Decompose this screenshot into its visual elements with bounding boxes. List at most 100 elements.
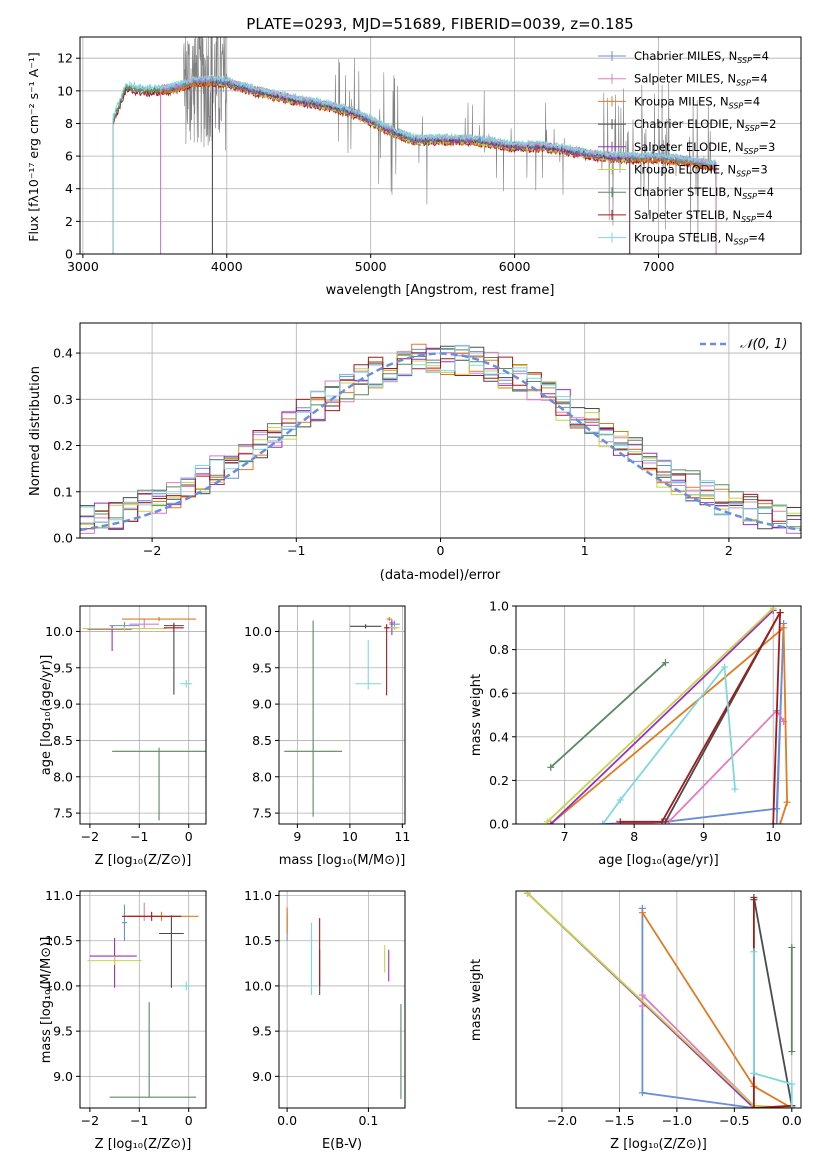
series-kroupa_stelib bbox=[753, 951, 793, 1108]
xlabel-mass_vs_ebv: E(B-V) bbox=[322, 1137, 362, 1152]
x-tick-label: −2.0 bbox=[547, 1113, 577, 1128]
axes-frame bbox=[515, 605, 802, 825]
model-fit-chabrier_miles bbox=[160, 76, 717, 254]
y-tick-label: 9.5 bbox=[53, 1024, 73, 1039]
model-fit-chabrier_stelib bbox=[112, 77, 717, 254]
x-tick-label: 0.0 bbox=[277, 1113, 297, 1128]
y-tick-label: 0.2 bbox=[489, 773, 509, 788]
series-salpeter_miles bbox=[641, 993, 792, 1108]
point-kroupa_stelib bbox=[750, 948, 758, 956]
histogram-kroupa_stelib bbox=[80, 344, 801, 529]
axes-frame bbox=[515, 890, 802, 1109]
x-tick-label: 0 bbox=[437, 543, 445, 558]
y-tick-label: 10 bbox=[57, 83, 73, 98]
series-salpeter_miles bbox=[616, 709, 785, 824]
histogram-salpeter_stelib bbox=[80, 356, 801, 530]
ylabel-weight_vs_Z: mass weight bbox=[469, 959, 484, 1041]
series-salpeter_stelib bbox=[620, 612, 781, 824]
model-fit-chabrier_elodie bbox=[211, 76, 631, 254]
legend-entry: Salpeter STELIB, NSSP=4 bbox=[634, 208, 773, 224]
y-tick-label: 12 bbox=[57, 51, 73, 66]
y-tick-label: 0.2 bbox=[53, 438, 73, 453]
x-tick-label: −2 bbox=[81, 1113, 99, 1128]
x-tick-label: 2 bbox=[725, 543, 733, 558]
point-salpeter_stelib bbox=[750, 1104, 758, 1108]
y-tick-label: 10.0 bbox=[244, 978, 272, 993]
point-kroupa_stelib bbox=[788, 1080, 796, 1088]
ylabel-weight_vs_age: mass weight bbox=[469, 674, 484, 756]
point-kroupa_elodie bbox=[523, 891, 531, 897]
x-tick-label: −1 bbox=[287, 543, 305, 558]
point-chabrier_stelib bbox=[788, 1048, 796, 1056]
gridlines bbox=[279, 891, 405, 1108]
x-tick-label: 11 bbox=[394, 829, 410, 844]
point-salpeter_stelib bbox=[750, 896, 758, 904]
x-tick-label: 0.1 bbox=[358, 1113, 378, 1128]
x-tick-label: 0 bbox=[185, 829, 193, 844]
legend-entry: Kroupa STELIB, NSSP=4 bbox=[634, 231, 765, 247]
panel-age_vs_mass: 9 10 11 7.5 8.0 8.5 9.0 9.5 10.0 mass [log₁₀(M/M⊙… bbox=[244, 605, 410, 868]
legend-entry: Chabrier ELODIE, NSSP=2 bbox=[634, 117, 776, 133]
x-tick-label: 0.0 bbox=[782, 1113, 802, 1128]
x-tick-label: −1.0 bbox=[662, 1113, 692, 1128]
spectrum-model-fits bbox=[112, 74, 717, 254]
gridlines bbox=[80, 891, 206, 1108]
point-kroupa_miles bbox=[780, 624, 788, 632]
residuals-legend: 𝒩(0, 1) bbox=[700, 337, 787, 352]
y-tick-label: 9.0 bbox=[53, 697, 73, 712]
y-tick-label: 4 bbox=[65, 181, 73, 196]
xlabel-age_vs_mass: mass [log₁₀(M/M⊙)] bbox=[279, 853, 406, 868]
point-chabrier_miles bbox=[638, 1089, 646, 1097]
series-salpeter_elodie bbox=[526, 892, 792, 1108]
y-tick-label: 10.0 bbox=[45, 978, 73, 993]
marks bbox=[286, 907, 402, 1099]
axes-frame bbox=[79, 605, 207, 825]
y-tick-label: 0.4 bbox=[489, 729, 509, 744]
legend-entry: Kroupa ELODIE, NSSP=3 bbox=[634, 163, 768, 179]
series-salpeter_elodie bbox=[550, 609, 774, 824]
panel-mass_vs_Z: −2 −1 0 9.0 9.5 10.0 10.5 11.0 Z [log₁₀(Z/Z⊙)] ma… bbox=[39, 888, 207, 1152]
point-kroupa_stelib bbox=[788, 1104, 796, 1108]
spectrum-legend: Chabrier MILES, NSSP=4 Salpeter MILES, NS… bbox=[598, 49, 776, 247]
marks bbox=[284, 616, 400, 817]
y-tick-label: 0.0 bbox=[489, 817, 509, 832]
y-tick-label: 8.5 bbox=[53, 733, 73, 748]
panel-age_vs_Z: −2 −1 0 7.5 8.0 8.5 9.0 9.5 10.0 Z [log₁₀(Z/Z⊙)] a… bbox=[39, 605, 207, 868]
panel-weight_vs_Z: −2.0 −1.5 −1.0 −0.5 0.0 Z [log₁₀(Z/Z⊙)] mass w… bbox=[469, 890, 802, 1152]
legend-entry: Salpeter MILES, NSSP=4 bbox=[634, 72, 768, 88]
axes-frame bbox=[278, 890, 406, 1109]
point-kroupa_stelib bbox=[599, 820, 607, 824]
x-tick-label: 1 bbox=[581, 543, 589, 558]
spectrum-title: PLATE=0293, MJD=51689, FIBERID=0039, z=0… bbox=[246, 15, 633, 33]
model-fit-salpeter_elodie bbox=[211, 79, 631, 254]
x-tick-label: 8 bbox=[630, 829, 638, 844]
point-salpeter_stelib bbox=[776, 609, 784, 617]
y-tick-label: 10.5 bbox=[45, 933, 73, 948]
model-fit-kroupa_elodie bbox=[211, 79, 631, 254]
axes-frame bbox=[79, 36, 802, 255]
xlabel-weight_vs_age: age [log₁₀(age/yr)] bbox=[598, 853, 719, 868]
point-kroupa_stelib bbox=[616, 796, 624, 804]
spectrum-axes: 3000 4000 5000 6000 7000 0 2 4 6 8 10 12 bbox=[57, 36, 802, 274]
residuals-ylabel: Normed distribution bbox=[28, 366, 43, 496]
gridlines bbox=[516, 605, 801, 825]
y-tick-label: 0.1 bbox=[53, 484, 73, 499]
series-chabrier_stelib bbox=[550, 662, 667, 768]
point-kroupa_stelib bbox=[750, 1069, 758, 1077]
model-fit-salpeter_stelib bbox=[112, 81, 717, 254]
series-kroupa_elodie bbox=[526, 892, 792, 1108]
marks bbox=[543, 606, 791, 824]
y-tick-label: 8.0 bbox=[53, 769, 73, 784]
y-tick-label: 11.0 bbox=[244, 888, 272, 903]
point-kroupa_miles bbox=[776, 820, 784, 824]
x-tick-label: 10 bbox=[342, 829, 358, 844]
y-tick-label: 6 bbox=[65, 149, 73, 164]
y-tick-label: 10.5 bbox=[244, 933, 272, 948]
x-tick-label: 6000 bbox=[499, 259, 531, 274]
point-chabrier_stelib bbox=[788, 943, 796, 951]
model-fit-salpeter_miles bbox=[160, 74, 717, 254]
point-salpeter_stelib bbox=[616, 818, 624, 824]
spectrum-panel: PLATE=0293, MJD=51689, FIBERID=0039, z=0… bbox=[26, 15, 802, 298]
y-tick-label: 7.5 bbox=[252, 806, 272, 821]
